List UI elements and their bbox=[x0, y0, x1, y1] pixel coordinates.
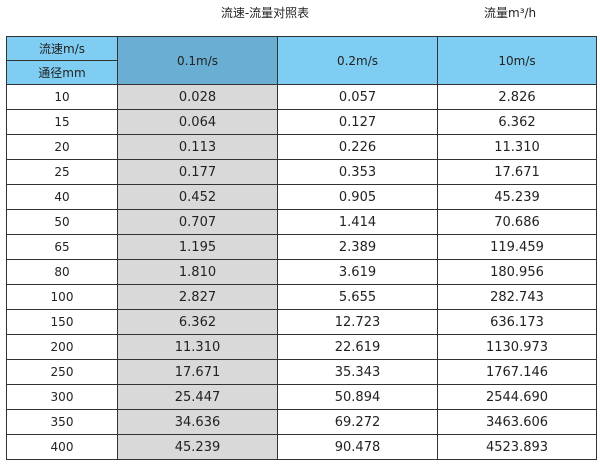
diameter-cell: 300 bbox=[6, 384, 118, 410]
flow-cell: 0.064 bbox=[117, 109, 278, 135]
flow-cell: 70.686 bbox=[437, 209, 597, 235]
flow-cell: 0.226 bbox=[277, 134, 438, 160]
flow-table: 流速m/s 0.1m/s 0.2m/s 10m/s 通径mm 10 0.028 0.… bbox=[6, 36, 597, 460]
diameter-cell: 250 bbox=[6, 359, 118, 385]
diameter-cell: 40 bbox=[6, 184, 118, 210]
table-row: 10 0.028 0.057 2.826 bbox=[6, 84, 597, 110]
flow-cell: 1.414 bbox=[277, 209, 438, 235]
diameter-cell: 25 bbox=[6, 159, 118, 185]
flow-cell: 4523.893 bbox=[437, 434, 597, 460]
flow-cell: 12.723 bbox=[277, 309, 438, 335]
flow-cell: 180.956 bbox=[437, 259, 597, 285]
flow-cell: 25.447 bbox=[117, 384, 278, 410]
column-header: 0.1m/s bbox=[117, 36, 278, 85]
flow-cell: 0.127 bbox=[277, 109, 438, 135]
flow-cell: 45.239 bbox=[437, 184, 597, 210]
diameter-header: 通径mm bbox=[6, 60, 118, 85]
flow-cell: 0.905 bbox=[277, 184, 438, 210]
flow-cell: 0.353 bbox=[277, 159, 438, 185]
diameter-cell: 15 bbox=[6, 109, 118, 135]
flow-cell: 50.894 bbox=[277, 384, 438, 410]
flow-cell: 1130.973 bbox=[437, 334, 597, 360]
column-header: 0.2m/s bbox=[277, 36, 438, 85]
flow-cell: 1.810 bbox=[117, 259, 278, 285]
flow-unit-label: 流量m³/h bbox=[484, 6, 537, 20]
table-row: 400 45.239 90.478 4523.893 bbox=[6, 434, 597, 460]
velocity-header: 流速m/s bbox=[6, 36, 118, 61]
flow-cell: 282.743 bbox=[437, 284, 597, 310]
table-row: 65 1.195 2.389 119.459 bbox=[6, 234, 597, 260]
table-row: 350 34.636 69.272 3463.606 bbox=[6, 409, 597, 435]
flow-cell: 11.310 bbox=[437, 134, 597, 160]
flow-cell: 5.655 bbox=[277, 284, 438, 310]
diameter-cell: 65 bbox=[6, 234, 118, 260]
diameter-cell: 200 bbox=[6, 334, 118, 360]
flow-cell: 17.671 bbox=[437, 159, 597, 185]
flow-cell: 636.173 bbox=[437, 309, 597, 335]
flow-cell: 1.195 bbox=[117, 234, 278, 260]
diameter-cell: 350 bbox=[6, 409, 118, 435]
table-row: 100 2.827 5.655 282.743 bbox=[6, 284, 597, 310]
flow-cell: 119.459 bbox=[437, 234, 597, 260]
table-row: 200 11.310 22.619 1130.973 bbox=[6, 334, 597, 360]
flow-cell: 2.827 bbox=[117, 284, 278, 310]
flow-cell: 22.619 bbox=[277, 334, 438, 360]
flow-cell: 6.362 bbox=[437, 109, 597, 135]
table-row: 250 17.671 35.343 1767.146 bbox=[6, 359, 597, 385]
flow-cell: 11.310 bbox=[117, 334, 278, 360]
flow-cell: 69.272 bbox=[277, 409, 438, 435]
flow-cell: 2.826 bbox=[437, 84, 597, 110]
diameter-cell: 50 bbox=[6, 209, 118, 235]
flow-cell: 0.057 bbox=[277, 84, 438, 110]
diameter-cell: 20 bbox=[6, 134, 118, 160]
table-row: 15 0.064 0.127 6.362 bbox=[6, 109, 597, 135]
flow-cell: 90.478 bbox=[277, 434, 438, 460]
table-row: 150 6.362 12.723 636.173 bbox=[6, 309, 597, 335]
flow-cell: 0.452 bbox=[117, 184, 278, 210]
table-title: 流速-流量对照表 bbox=[220, 6, 310, 20]
flow-cell: 45.239 bbox=[117, 434, 278, 460]
table-row: 80 1.810 3.619 180.956 bbox=[6, 259, 597, 285]
flow-cell: 0.177 bbox=[117, 159, 278, 185]
diameter-cell: 80 bbox=[6, 259, 118, 285]
table-row: 50 0.707 1.414 70.686 bbox=[6, 209, 597, 235]
diameter-cell: 150 bbox=[6, 309, 118, 335]
flow-cell: 34.636 bbox=[117, 409, 278, 435]
flow-cell: 35.343 bbox=[277, 359, 438, 385]
diameter-cell: 10 bbox=[6, 84, 118, 110]
table-row: 20 0.113 0.226 11.310 bbox=[6, 134, 597, 160]
flow-cell: 0.028 bbox=[117, 84, 278, 110]
column-header: 10m/s bbox=[437, 36, 597, 85]
flow-cell: 3463.606 bbox=[437, 409, 597, 435]
flow-cell: 17.671 bbox=[117, 359, 278, 385]
table-row: 40 0.452 0.905 45.239 bbox=[6, 184, 597, 210]
flow-cell: 3.619 bbox=[277, 259, 438, 285]
flow-cell: 2.389 bbox=[277, 234, 438, 260]
diameter-cell: 400 bbox=[6, 434, 118, 460]
flow-cell: 6.362 bbox=[117, 309, 278, 335]
flow-cell: 2544.690 bbox=[437, 384, 597, 410]
flow-cell: 0.113 bbox=[117, 134, 278, 160]
diameter-cell: 100 bbox=[6, 284, 118, 310]
table-row: 25 0.177 0.353 17.671 bbox=[6, 159, 597, 185]
flow-cell: 0.707 bbox=[117, 209, 278, 235]
table-row: 300 25.447 50.894 2544.690 bbox=[6, 384, 597, 410]
flow-cell: 1767.146 bbox=[437, 359, 597, 385]
